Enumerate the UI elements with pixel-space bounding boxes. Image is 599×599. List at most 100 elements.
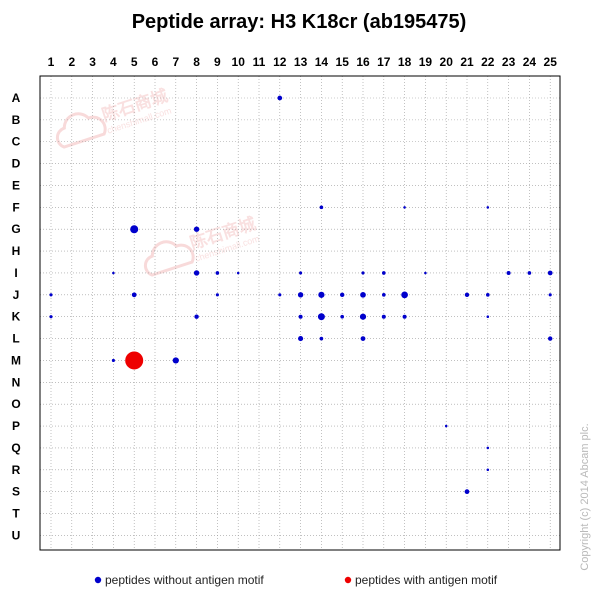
row-tick-label: Q (11, 441, 20, 455)
spot-with-motif (125, 351, 144, 370)
column-tick-label: 4 (110, 55, 117, 69)
row-tick-label: R (12, 463, 21, 477)
spot-without-motif (401, 291, 408, 299)
spot-without-motif (527, 271, 532, 275)
grid-lines (40, 76, 560, 550)
spot-without-motif (382, 293, 386, 297)
chart-title: Peptide array: H3 K18cr (ab195475) (132, 11, 467, 33)
row-tick-label: N (12, 375, 21, 389)
spot-without-motif (486, 468, 490, 472)
column-tick-label: 1 (48, 55, 55, 69)
spot-without-motif (547, 270, 553, 276)
cloud-logo-icon (143, 240, 195, 277)
spot-without-motif (548, 336, 553, 341)
column-tick-label: 18 (398, 55, 412, 69)
plot-frame (39, 75, 561, 551)
spot-without-motif (49, 315, 53, 319)
row-tick-label: F (12, 200, 19, 214)
legend-label-motif: peptides with antigen motif (355, 573, 498, 587)
spot-without-motif (297, 292, 304, 298)
spot-without-motif (360, 336, 366, 341)
spot-without-motif (193, 226, 200, 232)
row-tick-label: K (12, 310, 21, 324)
spot-without-motif (130, 225, 139, 234)
spot-without-motif (317, 313, 325, 321)
copyright-notice: Copyright (c) 2014 Abcam plc. (579, 423, 591, 570)
spot-without-motif (464, 489, 470, 495)
column-tick-label: 19 (419, 55, 433, 69)
row-tick-label: J (13, 288, 20, 302)
row-tick-label: B (12, 113, 21, 127)
spot-without-motif (361, 271, 365, 275)
column-tick-label: 20 (440, 55, 454, 69)
spot-without-motif (49, 293, 53, 297)
column-tick-label: 25 (544, 55, 558, 69)
spot-without-motif (215, 271, 220, 275)
row-tick-label: U (12, 528, 21, 542)
column-tick-label: 24 (523, 55, 537, 69)
spot-without-motif (278, 293, 282, 297)
spot-without-motif (464, 292, 470, 298)
row-tick-label: O (11, 397, 20, 411)
row-tick-label: C (12, 135, 21, 149)
spot-without-motif (172, 357, 179, 364)
column-tick-label: 21 (460, 55, 474, 69)
legend: peptides without antigen motif peptides … (94, 573, 498, 587)
column-tick-label: 9 (214, 55, 221, 69)
column-tick-label: 15 (336, 55, 350, 69)
spot-without-motif (402, 314, 407, 319)
row-tick-label: A (12, 91, 21, 105)
spot-without-motif (215, 293, 219, 297)
column-tick-label: 11 (253, 55, 266, 69)
column-tick-label: 10 (232, 55, 246, 69)
row-tick-label: D (12, 157, 21, 171)
row-tick-label: H (12, 244, 21, 258)
spot-without-motif (486, 315, 490, 318)
spot-without-motif (193, 270, 200, 276)
spot-without-motif (111, 358, 115, 362)
column-tick-label: 23 (502, 55, 516, 69)
spot-without-motif (298, 336, 304, 342)
column-tick-label: 22 (481, 55, 495, 69)
spot-without-motif (298, 314, 303, 319)
column-tick-label: 5 (131, 55, 138, 69)
legend-marker-no-motif (94, 576, 102, 584)
column-tick-label: 16 (356, 55, 370, 69)
spot-without-motif (319, 336, 324, 341)
column-tick-label: 8 (193, 55, 200, 69)
row-tick-label: G (11, 222, 20, 236)
spot-without-motif (112, 271, 115, 275)
spot-without-motif (486, 293, 490, 297)
column-tick-label: 6 (152, 55, 159, 69)
column-tick-label: 12 (273, 55, 287, 69)
spot-without-motif (360, 291, 366, 298)
spot-without-motif (277, 95, 283, 101)
spot-without-motif (444, 424, 448, 428)
legend-label-no-motif: peptides without antigen motif (105, 573, 264, 587)
spot-without-motif (340, 314, 345, 319)
row-tick-label: L (12, 332, 19, 346)
spot-without-motif (319, 205, 324, 210)
spot-without-motif (382, 271, 386, 275)
row-tick-label: P (12, 419, 20, 433)
row-tick-label: E (12, 178, 20, 192)
spot-without-motif (403, 206, 406, 209)
spot-without-motif (131, 292, 137, 298)
column-tick-label: 3 (89, 55, 96, 69)
spot-without-motif (424, 271, 427, 275)
column-tick-label: 17 (377, 55, 391, 69)
column-tick-label: 7 (172, 55, 179, 69)
row-tick-label: I (14, 266, 17, 280)
column-tick-labels: 1 2 3 4 5 6 7 8 9 10 11 12 13 14 15 16 17 18 19 20 21 22 23 24 2… (48, 55, 558, 69)
column-tick-label: 13 (294, 55, 308, 69)
spot-without-motif (506, 270, 511, 275)
spot-without-motif (486, 446, 490, 450)
spot-without-motif (381, 314, 386, 319)
row-tick-label: M (11, 353, 21, 367)
spot-without-motif (194, 314, 199, 319)
spot-without-motif (548, 293, 552, 297)
